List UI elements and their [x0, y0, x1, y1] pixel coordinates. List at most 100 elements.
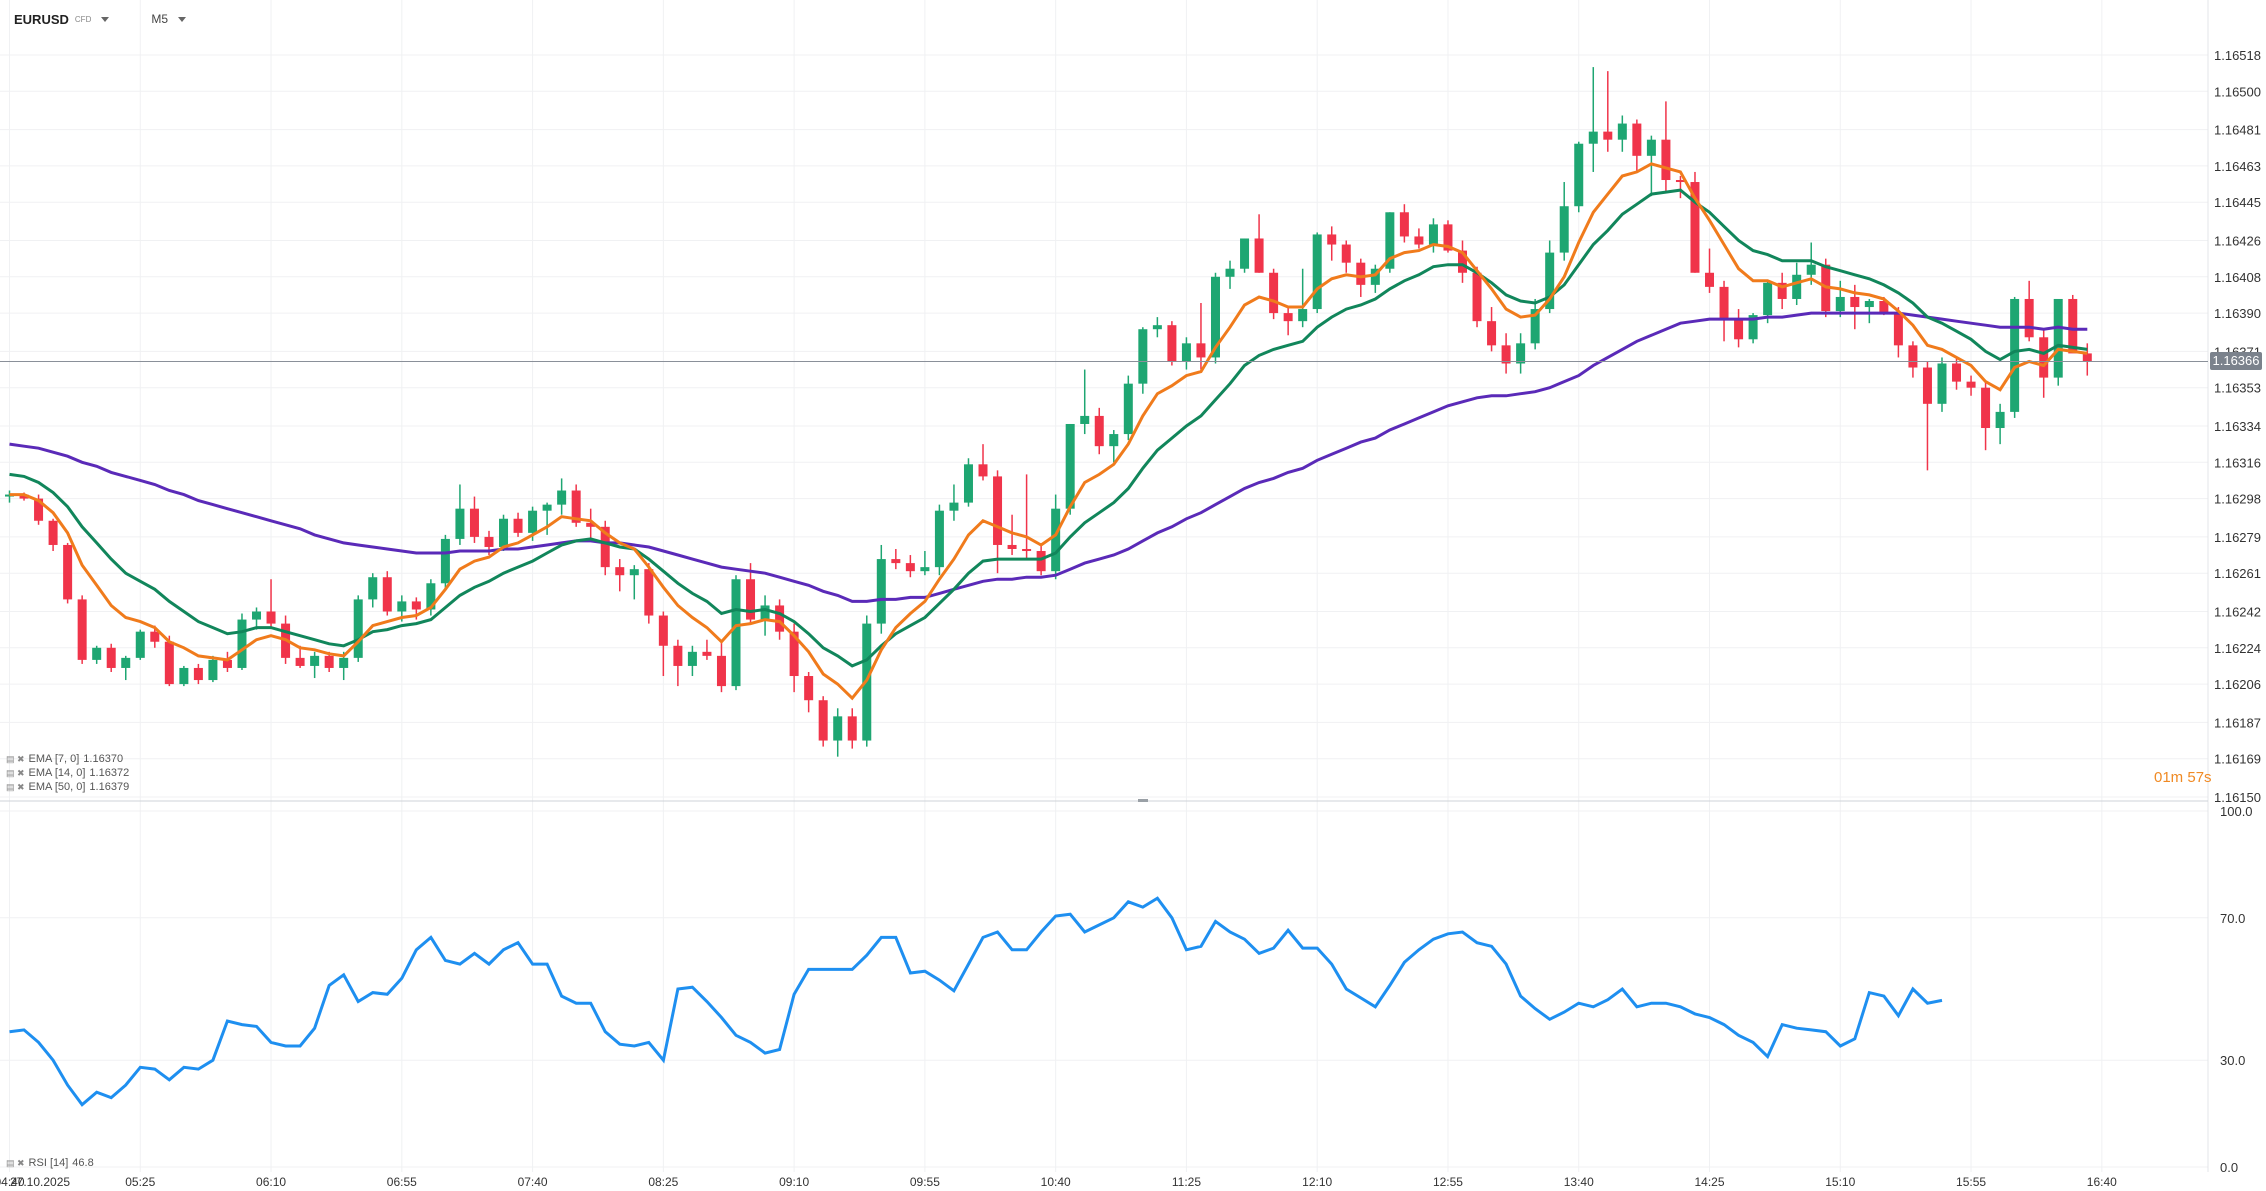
candle[interactable]	[193, 667, 203, 681]
candle[interactable]	[1937, 363, 1947, 404]
candle[interactable]	[760, 605, 770, 620]
candle[interactable]	[1748, 315, 1758, 340]
candle[interactable]	[353, 599, 363, 658]
candle[interactable]	[571, 490, 581, 523]
candle[interactable]	[222, 659, 232, 668]
candle[interactable]	[1661, 139, 1671, 181]
candle[interactable]	[440, 538, 450, 584]
candle[interactable]	[1574, 143, 1584, 207]
candle[interactable]	[1850, 296, 1860, 308]
settings-icon[interactable]: ▤ ✖	[6, 767, 25, 778]
candle[interactable]	[2053, 298, 2063, 378]
candle[interactable]	[1065, 423, 1075, 509]
candle[interactable]	[1545, 252, 1555, 310]
pane-resize-handle[interactable]	[1138, 799, 1148, 802]
candle[interactable]	[368, 577, 378, 600]
candle[interactable]	[266, 611, 276, 624]
candle[interactable]	[658, 615, 668, 646]
candle[interactable]	[513, 518, 523, 533]
candle[interactable]	[1356, 262, 1366, 285]
candle[interactable]	[905, 563, 915, 572]
candle[interactable]	[1138, 329, 1148, 384]
candle[interactable]	[586, 522, 596, 527]
candle[interactable]	[876, 559, 886, 624]
legend-rsi[interactable]: ▤ ✖ RSI [14] 46.8	[6, 1157, 94, 1169]
candle[interactable]	[934, 510, 944, 568]
candle[interactable]	[1632, 123, 1642, 156]
candle[interactable]	[34, 498, 44, 521]
candle[interactable]	[1966, 381, 1976, 388]
candle[interactable]	[615, 567, 625, 576]
candle[interactable]	[1283, 313, 1293, 322]
candle[interactable]	[978, 464, 988, 477]
candle[interactable]	[1152, 325, 1162, 330]
candle[interactable]	[833, 716, 843, 741]
candle[interactable]	[1705, 272, 1715, 287]
symbol-selector[interactable]: EURUSD	[14, 11, 69, 27]
candle[interactable]	[920, 567, 930, 572]
candle[interactable]	[1298, 309, 1308, 322]
candle[interactable]	[687, 651, 697, 666]
candle[interactable]	[1022, 548, 1032, 552]
candle[interactable]	[484, 536, 494, 547]
candle[interactable]	[1240, 238, 1250, 269]
candle[interactable]	[1893, 313, 1903, 346]
candle[interactable]	[2024, 298, 2034, 338]
candle[interactable]	[2010, 298, 2020, 412]
candle[interactable]	[1341, 244, 1351, 263]
candle[interactable]	[1952, 363, 1962, 382]
settings-icon[interactable]: ▤ ✖	[6, 781, 25, 792]
candle[interactable]	[1879, 300, 1889, 314]
candle[interactable]	[1225, 268, 1235, 277]
candle[interactable]	[1995, 411, 2005, 429]
candle[interactable]	[1123, 383, 1133, 435]
candle[interactable]	[775, 605, 785, 632]
candle[interactable]	[1080, 415, 1090, 424]
candle[interactable]	[1458, 250, 1467, 273]
candle[interactable]	[1835, 296, 1845, 312]
candle[interactable]	[716, 655, 726, 687]
chevron-down-icon[interactable]	[178, 16, 187, 22]
candle[interactable]	[1603, 131, 1613, 140]
candle[interactable]	[63, 544, 73, 600]
candle[interactable]	[252, 611, 262, 620]
candle[interactable]	[469, 508, 479, 537]
candle[interactable]	[426, 583, 436, 610]
settings-icon[interactable]: ▤ ✖	[6, 753, 25, 764]
candle[interactable]	[237, 619, 247, 668]
candle[interactable]	[1734, 319, 1744, 340]
candle[interactable]	[121, 657, 131, 668]
legend-ema-14[interactable]: ▤ ✖ EMA [14, 0] 1.16372	[6, 767, 129, 779]
candle[interactable]	[644, 569, 654, 616]
candle[interactable]	[1196, 343, 1206, 358]
candle[interactable]	[1922, 367, 1932, 404]
candle[interactable]	[731, 579, 741, 687]
candle[interactable]	[164, 641, 174, 685]
candle[interactable]	[1763, 282, 1773, 316]
candle[interactable]	[1792, 274, 1802, 299]
candle[interactable]	[673, 645, 683, 666]
candle[interactable]	[1501, 345, 1511, 364]
candle[interactable]	[2068, 298, 2078, 354]
legend-ema-7[interactable]: ▤ ✖ EMA [7, 0] 1.16370	[6, 753, 123, 765]
candle[interactable]	[891, 559, 901, 564]
candle[interactable]	[1617, 123, 1627, 140]
candle[interactable]	[789, 631, 799, 677]
candle[interactable]	[1254, 238, 1264, 273]
candle[interactable]	[1036, 551, 1046, 572]
candle[interactable]	[2039, 337, 2049, 378]
candle[interactable]	[455, 508, 465, 539]
candle[interactable]	[1690, 182, 1700, 273]
candle[interactable]	[208, 659, 218, 681]
candle[interactable]	[310, 655, 320, 666]
candle[interactable]	[528, 510, 538, 533]
candle[interactable]	[499, 518, 509, 547]
candle[interactable]	[1007, 544, 1017, 549]
candle[interactable]	[702, 651, 712, 656]
candle[interactable]	[1327, 234, 1337, 245]
candle[interactable]	[411, 601, 421, 610]
candle[interactable]	[949, 502, 959, 511]
candle[interactable]	[19, 494, 29, 499]
candle[interactable]	[92, 647, 102, 660]
